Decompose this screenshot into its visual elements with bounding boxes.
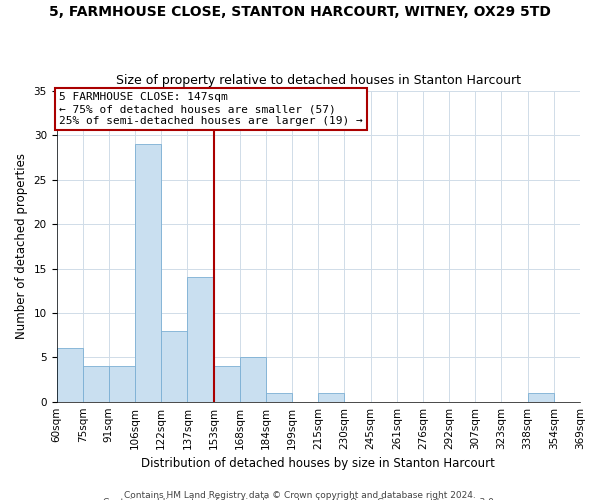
Title: Size of property relative to detached houses in Stanton Harcourt: Size of property relative to detached ho…: [116, 74, 521, 87]
Text: Contains HM Land Registry data © Crown copyright and database right 2024.: Contains HM Land Registry data © Crown c…: [124, 490, 476, 500]
Bar: [135, 144, 161, 402]
Text: 5 FARMHOUSE CLOSE: 147sqm
← 75% of detached houses are smaller (57)
25% of semi-: 5 FARMHOUSE CLOSE: 147sqm ← 75% of detac…: [59, 92, 363, 126]
Text: Contains public sector information licensed under the Open Government Licence v3: Contains public sector information licen…: [103, 498, 497, 500]
Bar: [56, 348, 83, 402]
Text: 5, FARMHOUSE CLOSE, STANTON HARCOURT, WITNEY, OX29 5TD: 5, FARMHOUSE CLOSE, STANTON HARCOURT, WI…: [49, 5, 551, 19]
Bar: [187, 278, 214, 402]
Bar: [318, 393, 344, 402]
X-axis label: Distribution of detached houses by size in Stanton Harcourt: Distribution of detached houses by size …: [142, 457, 495, 470]
Bar: [527, 393, 554, 402]
Bar: [83, 366, 109, 402]
Bar: [109, 366, 135, 402]
Bar: [240, 358, 266, 402]
Bar: [161, 330, 187, 402]
Y-axis label: Number of detached properties: Number of detached properties: [15, 154, 28, 340]
Bar: [266, 393, 292, 402]
Bar: [214, 366, 240, 402]
